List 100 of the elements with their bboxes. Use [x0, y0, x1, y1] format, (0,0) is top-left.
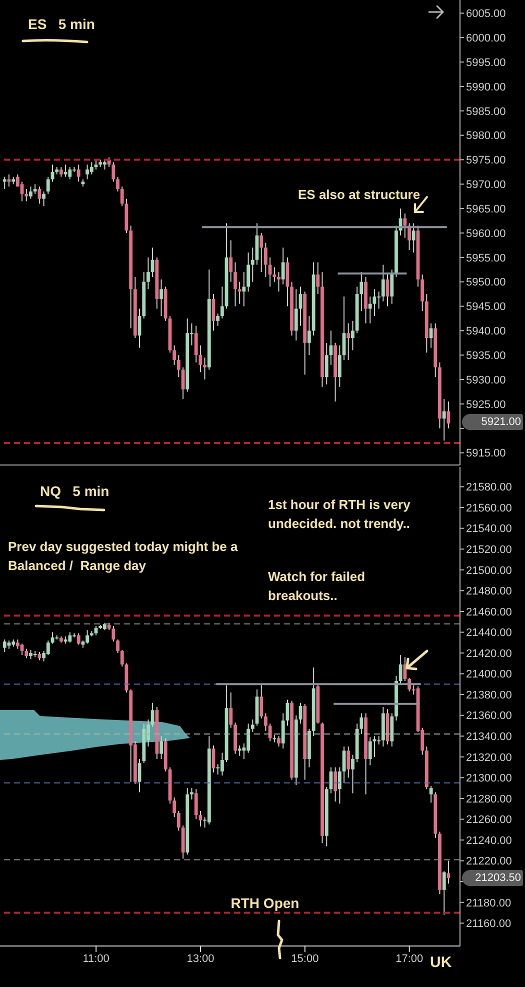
y-tick-label: 21440.00	[466, 627, 512, 640]
y-tick-label: 5930.00	[466, 374, 506, 386]
candlestick	[24, 188, 28, 202]
y-tick-label: 5980.00	[466, 130, 506, 142]
y-tick-label: 21420.00	[466, 648, 512, 660]
y-tick-label: 5915.00	[466, 448, 506, 460]
candlestick	[176, 354, 180, 378]
candlestick	[281, 247, 285, 285]
y-tick-label: 6000.00	[466, 32, 506, 45]
text: ES 5 min	[28, 16, 95, 32]
candlestick	[272, 266, 276, 282]
annotation: ES also at structure	[298, 187, 420, 202]
candlestick	[238, 281, 242, 304]
candlestick	[346, 746, 350, 778]
y-tick-label: 5960.00	[466, 228, 506, 240]
candlestick	[260, 232, 264, 273]
candlestick	[216, 313, 220, 326]
y-tick-label: 5945.00	[466, 301, 506, 314]
candlestick	[238, 744, 242, 756]
y-tick-label: 21240.00	[466, 834, 512, 847]
candlestick	[116, 638, 120, 654]
y-tick-label: 5975.00	[466, 154, 506, 167]
text: 5921.00	[462, 414, 523, 430]
candlestick	[46, 640, 50, 656]
candlestick	[50, 164, 54, 182]
candlestick	[372, 736, 376, 758]
candlestick	[351, 320, 354, 351]
candlestick	[351, 754, 354, 794]
candlestick	[216, 764, 220, 776]
candlestick	[429, 322, 433, 348]
candlestick	[42, 190, 46, 207]
y-tick-label: 21280.00	[466, 793, 512, 806]
candlestick	[338, 344, 342, 388]
y-tick-label: 21160.00	[466, 918, 512, 930]
candlestick	[242, 272, 246, 307]
candlestick	[264, 242, 268, 278]
candlestick	[442, 398, 446, 442]
y-tick-label: 5925.00	[466, 398, 506, 411]
candlestick	[234, 262, 237, 307]
candlestick	[176, 810, 180, 832]
y-tick-label: 21320.00	[466, 752, 512, 764]
candlestick	[172, 796, 176, 818]
candlestick	[277, 272, 280, 292]
candlestick	[138, 758, 142, 793]
candlestick	[220, 286, 224, 319]
candlestick	[272, 734, 276, 743]
candlestick	[194, 325, 198, 363]
candlestick	[112, 162, 116, 182]
candlestick	[24, 648, 28, 659]
ref-line-label: RTH Open	[230, 894, 300, 911]
candlestick	[120, 649, 124, 667]
candlestick	[429, 785, 433, 804]
candlestick	[368, 296, 372, 324]
y-tick-label: 21340.00	[466, 731, 512, 744]
y-tick-label: 6005.00	[466, 8, 506, 20]
annotation: Prev day suggested today might be a Balanced / Range day	[8, 538, 239, 575]
candlestick	[446, 401, 450, 429]
candlestick	[390, 269, 394, 304]
candlestick	[250, 247, 254, 282]
y-tick-label: 5955.00	[466, 252, 506, 264]
candlestick	[146, 256, 150, 290]
candlestick	[398, 654, 402, 685]
y-tick-label: 21520.00	[466, 544, 512, 556]
candlestick	[160, 278, 163, 317]
candlestick	[324, 342, 328, 385]
candlestick	[116, 176, 120, 192]
y-tick-label: 5935.00	[466, 350, 506, 362]
x-tick-label: 15:00	[291, 952, 319, 965]
y-tick-label: 21380.00	[466, 689, 512, 702]
y-tick-label: 5965.00	[466, 203, 506, 216]
candlestick	[268, 256, 272, 288]
candlestick	[76, 164, 80, 182]
candlestick	[76, 632, 80, 646]
candlestick	[260, 684, 264, 719]
candlestick	[212, 744, 216, 773]
candlestick	[203, 357, 206, 380]
candlestick	[33, 184, 37, 194]
candlestick	[120, 186, 124, 207]
y-tick-label: 5970.00	[466, 179, 506, 192]
x-tick-label: 11:00	[82, 952, 110, 965]
candlestick	[68, 166, 72, 180]
candlestick	[94, 159, 98, 170]
x-tick-label: 13:00	[186, 952, 214, 965]
y-tick-label: 21540.00	[466, 523, 512, 536]
y-tick-label: 21560.00	[466, 502, 512, 514]
candlestick	[264, 712, 268, 732]
y-tick-label: 5990.00	[466, 81, 506, 94]
y-tick-label: 21580.00	[466, 482, 512, 494]
candlestick	[90, 162, 94, 175]
candlestick	[412, 222, 416, 254]
candlestick	[442, 870, 446, 916]
candlestick	[29, 186, 32, 200]
candlestick	[372, 288, 376, 317]
candlestick	[316, 262, 320, 295]
x-tick-label: 17:00	[396, 952, 424, 965]
candlestick	[160, 736, 163, 760]
candlestick	[64, 164, 68, 178]
candlestick	[250, 718, 254, 732]
text: 21203.50	[462, 870, 523, 886]
y-tick-label: 21180.00	[466, 897, 512, 910]
